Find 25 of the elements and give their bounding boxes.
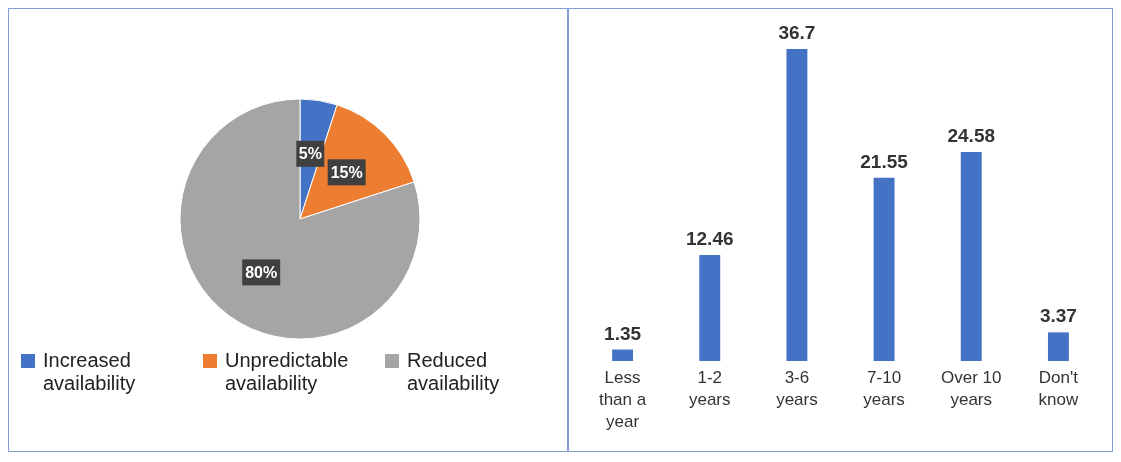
data-label: 3.37: [1039, 305, 1077, 327]
bar: [960, 152, 982, 361]
pie-slice: [179, 98, 421, 340]
bar: [612, 349, 634, 361]
x-tick-label: Over 10 years: [941, 368, 1002, 409]
data-label: 80%: [245, 263, 278, 281]
legend-label: Increased availability: [43, 349, 137, 395]
x-tick-label: 1-2 years: [688, 368, 731, 409]
x-tick-label: 7-10 years: [863, 368, 905, 409]
bar: [786, 49, 808, 361]
data-label: 24.58: [947, 125, 996, 147]
bar: [699, 255, 721, 361]
legend-label: Unpredictable availability: [225, 349, 350, 395]
data-label: 12.46: [685, 228, 734, 250]
data-label: 15%: [330, 163, 363, 181]
data-label: 1.35: [604, 322, 642, 344]
legend-label: Reduced availability: [407, 349, 501, 395]
data-label: 5%: [298, 145, 322, 163]
bar: [1047, 332, 1069, 361]
bar: [873, 177, 895, 361]
data-label: 21.55: [860, 150, 909, 172]
x-tick-label: Less than a year: [598, 368, 647, 431]
data-label: 36.7: [778, 22, 816, 43]
x-tick-label: 3-6 years: [776, 368, 818, 409]
x-tick-label: Don't know: [1038, 368, 1079, 409]
